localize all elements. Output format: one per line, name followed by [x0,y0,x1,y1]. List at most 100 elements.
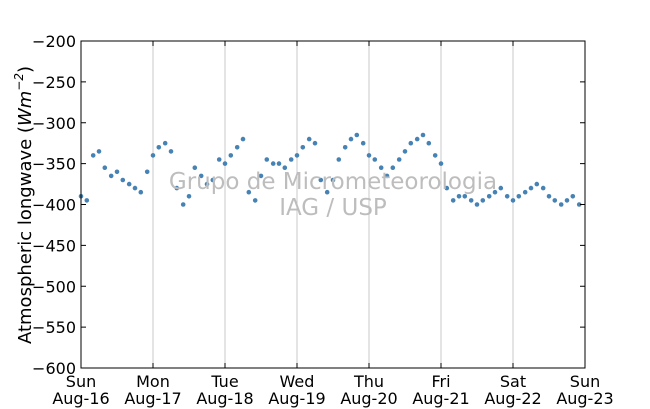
watermark-line-1: Grupo de Micrometeorologia [169,169,497,195]
data-point [366,153,372,158]
data-point [192,165,198,170]
data-point [222,161,228,166]
data-point [114,169,120,175]
x-tick-label-day: Sun [66,372,96,391]
data-point [342,145,348,150]
data-point [228,153,234,158]
data-point [384,173,390,179]
data-point [294,153,300,158]
data-point [438,161,444,166]
data-point [504,194,510,199]
data-point [456,194,462,199]
data-point [144,169,150,175]
data-point [156,145,162,150]
data-point [132,185,138,191]
data-point [204,181,210,187]
y-tick-label: −550 [32,318,76,337]
y-tick-label: −400 [32,196,76,215]
data-point [396,157,402,162]
data-point [246,189,252,195]
x-tick-labels: SunAug-16MonAug-17TueAug-18WedAug-19ThuA… [52,372,613,408]
x-tick-label-date: Aug-20 [340,389,397,408]
x-tick-label-date: Aug-16 [52,389,109,408]
data-point [432,153,438,158]
data-point [414,136,420,142]
data-point [348,136,354,142]
data-point [480,198,486,203]
data-point [528,185,534,191]
data-point [186,194,192,199]
data-point [300,145,306,150]
data-point [390,165,396,170]
data-point [510,198,516,203]
data-point [552,198,558,203]
data-point [522,189,528,195]
data-point [312,140,318,146]
data-point [336,157,342,162]
x-tick-label-date: Aug-22 [484,389,541,408]
data-point [462,194,468,199]
data-point [450,198,456,203]
data-point [168,149,174,154]
data-point [102,165,108,170]
data-point [198,173,204,179]
y-axis-label: Atmospheric longwave (Wm−2) [12,66,36,344]
data-point [402,149,408,154]
data-point [576,202,582,207]
data-point [492,189,498,195]
x-tick-label-date: Aug-17 [124,389,181,408]
data-point [426,140,432,146]
y-tick-label: −500 [32,277,76,296]
data-point [564,198,570,203]
data-point [318,177,324,183]
data-point [516,194,522,199]
y-tick-label: −250 [32,73,76,92]
y-tick-label: −350 [32,155,76,174]
data-point [420,132,426,138]
data-point [174,185,180,191]
data-point [330,177,336,183]
x-tick-label-day: Thu [353,372,384,391]
data-point [558,202,564,207]
data-point [90,153,96,158]
data-point [126,181,132,187]
data-point [372,157,378,162]
data-point [540,185,546,191]
data-point [252,198,258,203]
data-point [408,140,414,146]
y-axis-label-close: ) [15,66,36,73]
data-point [162,140,168,146]
x-tick-label-day: Mon [136,372,170,391]
x-tick-label-day: Tue [210,372,238,391]
data-point [270,161,276,166]
x-tick-label-date: Aug-19 [268,389,325,408]
data-point [570,194,576,199]
data-point [360,140,366,146]
data-point [378,165,384,170]
data-point [324,189,330,195]
y-axis-label-unit: Wm [15,91,36,126]
data-point [258,173,264,179]
data-point [468,198,474,203]
data-point [84,198,90,203]
data-point [264,157,270,162]
data-point [150,153,156,158]
x-tick-label-date: Aug-18 [196,389,253,408]
data-point [216,157,222,162]
data-point [240,136,246,142]
x-tick-label-date: Aug-21 [412,389,469,408]
data-point [138,189,144,195]
data-point [120,177,126,183]
data-point [234,145,240,150]
y-tick-label: −200 [32,32,76,51]
y-tick-label: −300 [32,114,76,133]
data-point [288,157,294,162]
watermark-line-2: IAG / USP [279,195,387,221]
data-point [108,173,114,179]
y-tick-labels: −200 −250 −300 −350 −400 −450 −500 −550 −600 [32,32,76,378]
grid [152,41,514,368]
y-axis-label-exponent: −2 [12,73,26,91]
y-tick-label: −450 [32,236,76,255]
data-point [546,194,552,199]
